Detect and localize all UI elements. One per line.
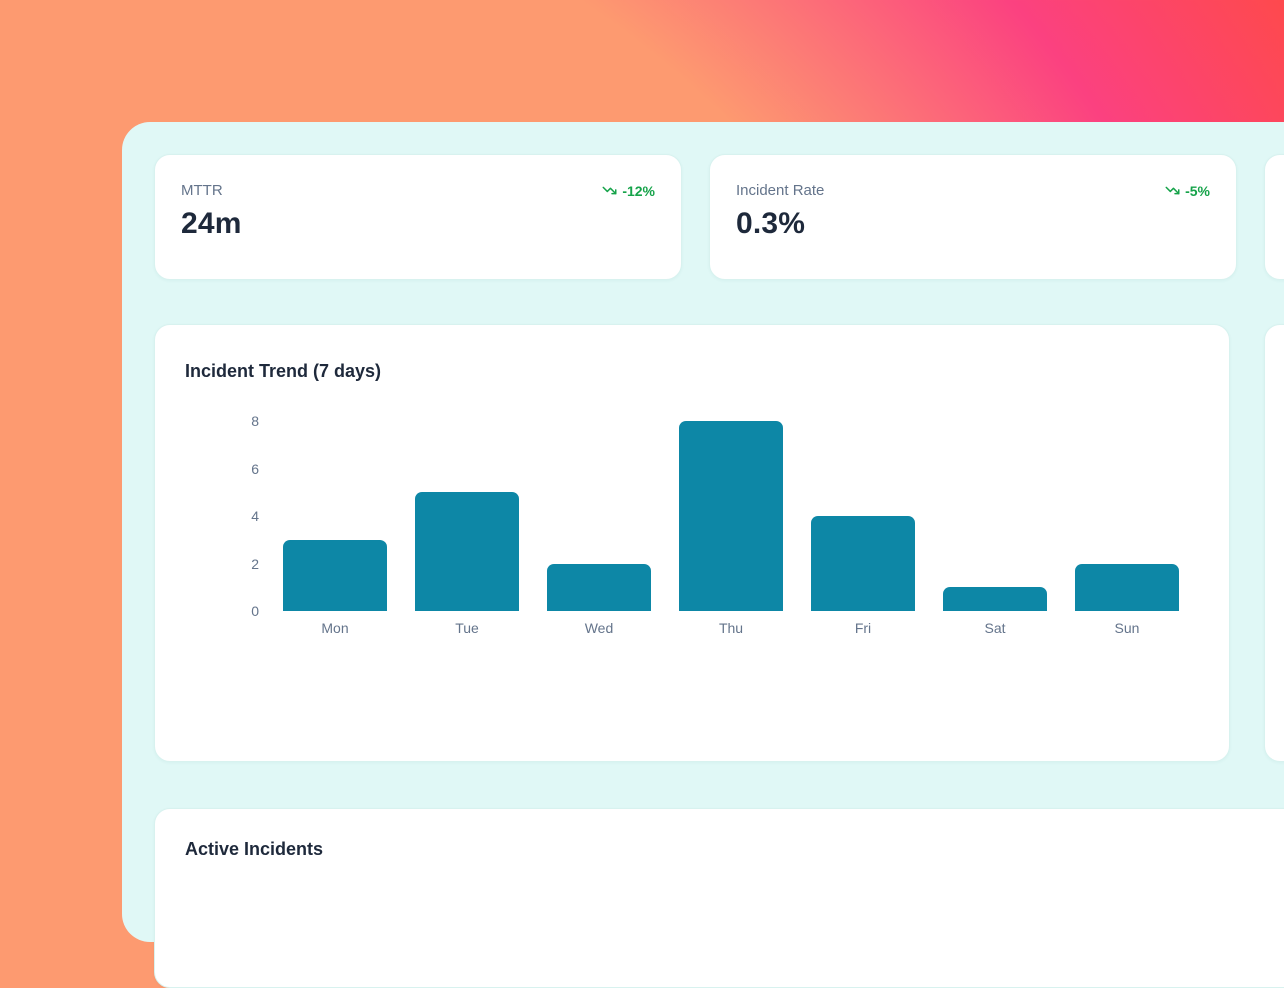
x-axis-category-label: Wed	[584, 620, 614, 636]
active-incidents-card: Active Incidents	[154, 808, 1284, 988]
bar-chart: 0 2 4 6 8 Mon Tue Wed Thu Fri Sat Sun	[185, 383, 1199, 643]
second-row: Incident Trend (7 days) 0 2 4 6 8 Mon Tue Wed Th…	[154, 324, 1284, 762]
x-axis-category-label: Sat	[984, 620, 1006, 636]
bar-sat	[943, 587, 1047, 611]
y-axis-tick-label: 4	[251, 508, 259, 524]
trend-value: -12%	[622, 182, 655, 199]
x-axis-category-label: Thu	[718, 620, 744, 636]
trend-badge: -5%	[1165, 183, 1210, 199]
stat-card-incident-rate: Incident Rate -5% 0.3%	[709, 154, 1237, 280]
x-axis-category-label: Mon	[321, 620, 349, 636]
stat-label: MTTR	[181, 182, 223, 199]
y-axis-tick-label: 2	[251, 555, 259, 572]
stat-value: 0.3%	[736, 207, 806, 240]
chart-title: Incident Trend (7 days)	[185, 361, 382, 381]
stat-card-mttr: MTTR -12% 24m	[154, 154, 682, 280]
trend-badge: -12%	[602, 183, 655, 199]
stats-row: MTTR -12% 24m Incident Rate	[154, 154, 1284, 280]
active-incidents-title: Active Incidents	[185, 839, 324, 859]
y-axis-tick-label: 0	[251, 603, 259, 619]
bar-tue	[415, 492, 519, 611]
dashboard-panel: MTTR -12% 24m Incident Rate	[122, 122, 1284, 988]
x-axis-category-label: Tue	[455, 620, 479, 636]
bar-sun	[1075, 563, 1179, 611]
stat-label: Incident Rate	[736, 182, 825, 199]
x-axis-category-label: Sun	[1114, 620, 1140, 636]
chart-card: Incident Trend (7 days) 0 2 4 6 8 Mon Tue Wed Th…	[154, 324, 1230, 762]
y-axis-tick-label: 8	[251, 413, 259, 429]
stat-value: 24m	[181, 207, 242, 240]
trending-down-icon	[1165, 186, 1180, 195]
side-card-partial	[1264, 324, 1284, 762]
y-axis-tick-label: 6	[251, 460, 259, 477]
bar-wed	[547, 563, 651, 611]
stat-card-partial	[1264, 154, 1284, 280]
bar-thu	[679, 421, 783, 611]
x-axis-category-label: Fri	[854, 620, 872, 636]
trend-value: -5%	[1185, 182, 1210, 199]
bar-mon	[283, 539, 387, 611]
trending-down-icon	[602, 186, 617, 195]
bar-fri	[811, 516, 915, 611]
